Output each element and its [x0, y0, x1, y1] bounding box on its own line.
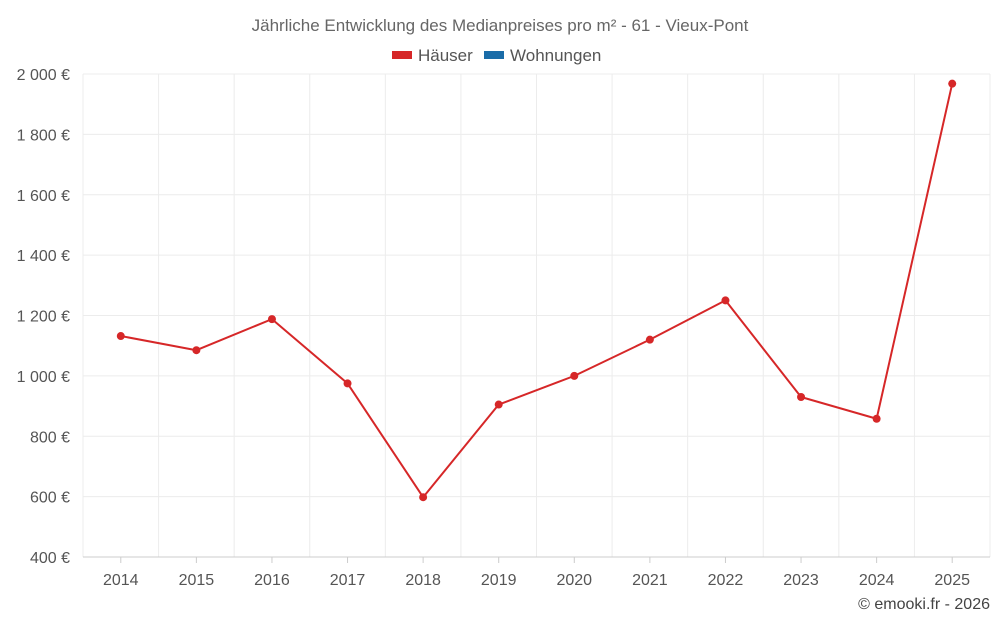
x-tick-label: 2019 — [481, 572, 517, 589]
legend: Häuser Wohnungen — [392, 46, 601, 65]
legend-swatch-wohnungen[interactable] — [484, 51, 504, 59]
x-tick-label: 2014 — [103, 572, 139, 589]
x-tick-label: 2020 — [556, 572, 592, 589]
data-point-2014[interactable] — [116, 332, 125, 341]
y-tick-label: 1 200 € — [17, 309, 70, 326]
data-point-2019[interactable] — [494, 400, 503, 409]
x-tick-label: 2018 — [405, 572, 441, 589]
data-point-2025[interactable] — [948, 79, 957, 88]
data-point-2016[interactable] — [267, 315, 276, 324]
data-point-2023[interactable] — [797, 393, 806, 402]
data-point-2015[interactable] — [192, 346, 201, 355]
x-tick-label: 2022 — [708, 572, 744, 589]
data-point-2024[interactable] — [872, 414, 881, 423]
legend-label-wohnungen[interactable]: Wohnungen — [510, 46, 601, 65]
data-point-2018[interactable] — [419, 493, 428, 502]
data-point-2017[interactable] — [343, 379, 352, 388]
x-tick-label: 2017 — [330, 572, 366, 589]
legend-label-haeuser[interactable]: Häuser — [418, 46, 473, 65]
data-point-2022[interactable] — [721, 296, 730, 305]
series-line-haeuser — [120, 83, 954, 499]
chart-title: Jährliche Entwicklung des Medianpreises … — [252, 16, 749, 35]
y-tick-label: 2 000 € — [17, 67, 70, 84]
grid — [82, 73, 991, 557]
x-tick-label: 2025 — [934, 572, 970, 589]
x-tick-label: 2023 — [783, 572, 819, 589]
legend-swatch-haeuser[interactable] — [392, 51, 412, 59]
y-tick-label: 1 000 € — [17, 369, 70, 386]
y-tick-label: 800 € — [30, 429, 70, 446]
x-tick-label: 2015 — [179, 572, 215, 589]
series-layer — [116, 79, 957, 502]
x-tick-label: 2021 — [632, 572, 668, 589]
credit-text: © emooki.fr - 2026 — [858, 596, 990, 613]
y-tick-label: 400 € — [30, 550, 70, 567]
y-tick-label: 1 400 € — [17, 248, 70, 265]
data-point-2020[interactable] — [570, 371, 579, 380]
x-tick-label: 2016 — [254, 572, 290, 589]
y-tick-label: 600 € — [30, 490, 70, 507]
y-tick-label: 1 800 € — [17, 127, 70, 144]
data-point-2021[interactable] — [645, 335, 654, 344]
x-tick-label: 2024 — [859, 572, 895, 589]
y-tick-label: 1 600 € — [17, 188, 70, 205]
axes: 400 € 600 € 800 € 1 000 € 1 200 € 1 400 € 1 60… — [17, 67, 990, 589]
